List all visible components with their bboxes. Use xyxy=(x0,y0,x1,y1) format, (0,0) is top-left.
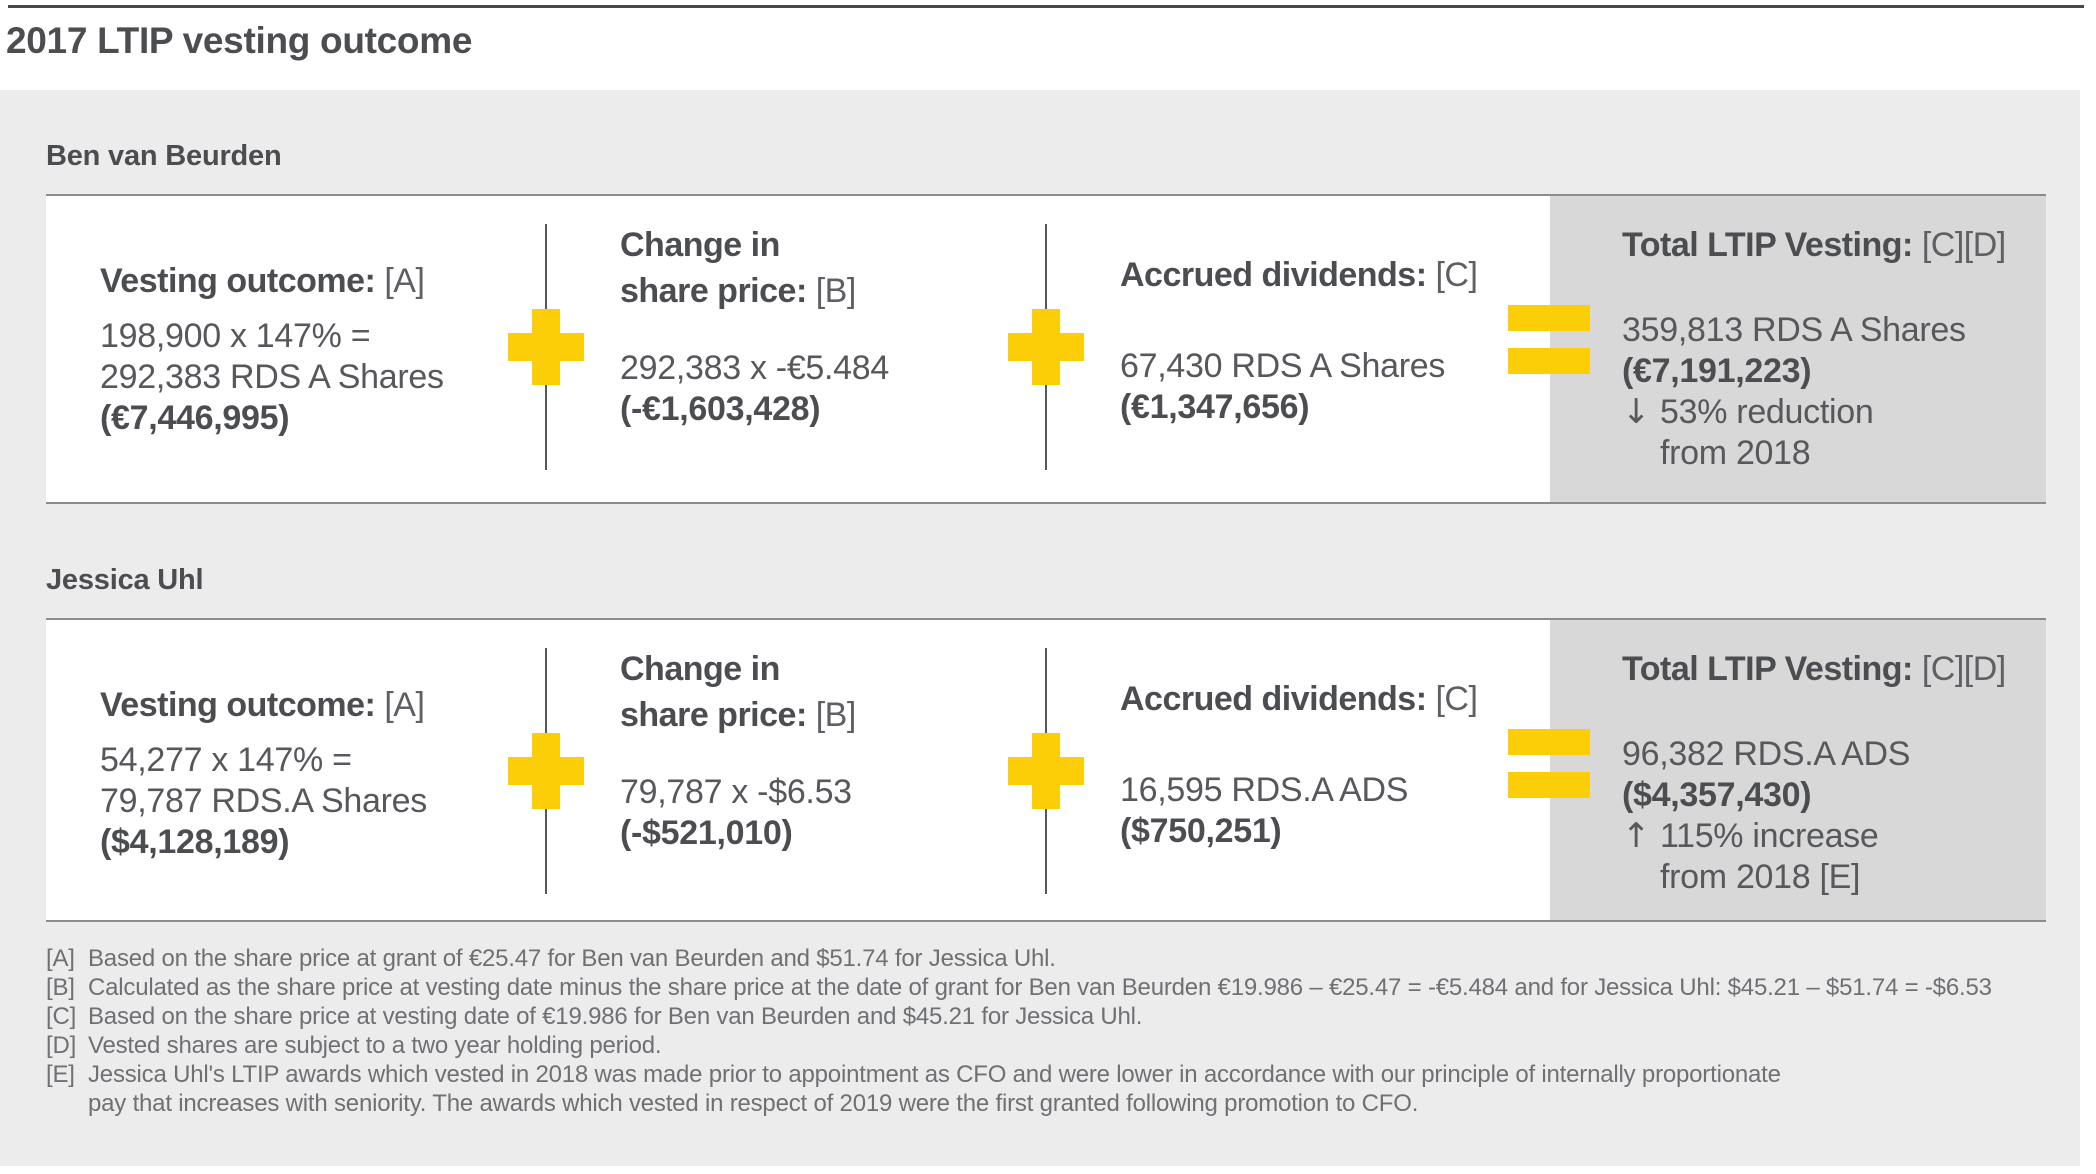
calc-line: 198,900 x 147% = xyxy=(100,317,371,355)
calc-line: 79,787 x -$6.53 xyxy=(620,773,852,811)
amount-line: (€7,446,995) xyxy=(100,399,290,437)
plus-icon xyxy=(1008,309,1084,385)
cell-body: 198,900 x 147% = 292,383 RDS A Shares (€… xyxy=(100,316,540,439)
cell-heading: Change in share price: [B] xyxy=(620,226,857,310)
cell-body: 292,383 x -€5.484 (-€1,603,428) xyxy=(620,348,1040,430)
accrued-dividends-cell: Accrued dividends: [C] 16,595 RDS.A ADS … xyxy=(1120,676,1560,852)
cell-heading: Total LTIP Vesting: [C][D] xyxy=(1622,226,2006,264)
result-line: 96,382 RDS.A ADS xyxy=(1622,735,1911,773)
total-vesting-cell: Total LTIP Vesting: [C][D] 96,382 RDS.A … xyxy=(1622,646,2036,898)
footnote-ref: [A] xyxy=(384,262,425,300)
vesting-card-ben: Vesting outcome: [A] 198,900 x 147% = 29… xyxy=(46,194,2046,504)
result-line: 79,787 RDS.A Shares xyxy=(100,782,427,820)
equals-icon xyxy=(1508,305,1590,374)
footnote-label: [E] xyxy=(46,1061,75,1088)
delta-line: ↑ 115% increase xyxy=(1622,816,2036,857)
amount-line: ($4,128,189) xyxy=(100,823,290,861)
footnote-ref: [B] xyxy=(815,272,857,310)
result-line: 16,595 RDS.A ADS xyxy=(1120,771,1409,809)
delta-continued: from 2018 xyxy=(1660,434,1811,472)
amount-line: (-€1,603,428) xyxy=(620,390,821,428)
cell-heading: Change in share price: [B] xyxy=(620,650,857,734)
amount-line: ($4,357,430) xyxy=(1622,776,1812,814)
cell-heading: Accrued dividends: [C] xyxy=(1120,256,1478,294)
cell-body: 79,787 x -$6.53 (-$521,010) xyxy=(620,772,1040,854)
up-arrow-icon: ↑ xyxy=(1622,816,1651,856)
delta-line: ↓ 53% reduction xyxy=(1622,392,2036,433)
delta-text: 53% reduction xyxy=(1660,393,1874,431)
total-panel-background xyxy=(1550,196,2046,502)
person-name-ben: Ben van Beurden xyxy=(46,140,282,172)
footnote-d: [D] Vested shares are subject to a two ye… xyxy=(46,1032,662,1059)
footnote-label: [C] xyxy=(46,1003,77,1030)
cell-body: 359,813 RDS A Shares (€7,191,223) ↓ 53% r… xyxy=(1622,310,2036,474)
footnote-ref: [C][D] xyxy=(1921,226,2006,264)
delta-text: 115% increase xyxy=(1660,817,1879,855)
footnote-ref: [B] xyxy=(815,696,857,734)
cell-heading: Vesting outcome: [A] xyxy=(100,262,425,300)
result-line: 292,383 RDS A Shares xyxy=(100,358,444,396)
total-panel-background xyxy=(1550,620,2046,920)
footnote-a: [A] Based on the share price at grant of … xyxy=(46,945,1056,972)
amount-line: (€7,191,223) xyxy=(1622,352,1812,390)
down-arrow-icon: ↓ xyxy=(1622,392,1651,432)
cell-heading: Vesting outcome: [A] xyxy=(100,686,425,724)
plus-icon xyxy=(508,733,584,809)
cell-body: 54,277 x 147% = 79,787 RDS.A Shares ($4,… xyxy=(100,740,540,863)
footnote-b: [B] Calculated as the share price at vest… xyxy=(46,974,1992,1001)
cell-heading: Accrued dividends: [C] xyxy=(1120,680,1478,718)
footnote-ref: [A] xyxy=(384,686,425,724)
cell-body: 67,430 RDS A Shares (€1,347,656) xyxy=(1120,346,1560,428)
footnote-label: [D] xyxy=(46,1032,77,1059)
total-vesting-cell: Total LTIP Vesting: [C][D] 359,813 RDS A… xyxy=(1622,222,2036,474)
footnote-e: [E] Jessica Uhl's LTIP awards which veste… xyxy=(46,1061,1781,1088)
amount-line: ($750,251) xyxy=(1120,812,1282,850)
calc-line: 292,383 x -€5.484 xyxy=(620,349,890,387)
accrued-dividends-cell: Accrued dividends: [C] 67,430 RDS A Shar… xyxy=(1120,252,1560,428)
footnote-label xyxy=(46,1089,88,1118)
plus-icon xyxy=(1008,733,1084,809)
vesting-outcome-cell: Vesting outcome: [A] 198,900 x 147% = 29… xyxy=(100,258,540,439)
cell-body: 96,382 RDS.A ADS ($4,357,430) ↑ 115% incr… xyxy=(1622,734,2036,898)
amount-line: (€1,347,656) xyxy=(1120,388,1310,426)
page-title: 2017 LTIP vesting outcome xyxy=(6,20,473,61)
result-line: 67,430 RDS A Shares xyxy=(1120,347,1446,385)
calc-line: 54,277 x 147% = xyxy=(100,741,352,779)
equals-icon xyxy=(1508,729,1590,798)
vesting-outcome-cell: Vesting outcome: [A] 54,277 x 147% = 79,… xyxy=(100,682,540,863)
amount-line: (-$521,010) xyxy=(620,814,793,852)
footnote-ref: [C] xyxy=(1435,256,1478,294)
cell-body: 16,595 RDS.A ADS ($750,251) xyxy=(1120,770,1560,852)
footnote-ref: [C][D] xyxy=(1921,650,2006,688)
plus-icon xyxy=(508,309,584,385)
footnote-label: [A] xyxy=(46,945,75,972)
footnote-label: [B] xyxy=(46,974,75,1001)
vesting-card-jessica: Vesting outcome: [A] 54,277 x 147% = 79,… xyxy=(46,618,2046,922)
share-price-change-cell: Change in share price: [B] 292,383 x -€5… xyxy=(620,222,1040,430)
footnote-ref: [C] xyxy=(1435,680,1478,718)
footnotes: [A] Based on the share price at grant of … xyxy=(46,944,1992,1118)
result-line: 359,813 RDS A Shares xyxy=(1622,311,1966,349)
footnote-e-continued: pay that increases with seniority. The a… xyxy=(46,1089,1992,1118)
person-name-jessica: Jessica Uhl xyxy=(46,564,204,596)
share-price-change-cell: Change in share price: [B] 79,787 x -$6.… xyxy=(620,646,1040,854)
top-divider-rule xyxy=(8,5,2084,8)
cell-heading: Total LTIP Vesting: [C][D] xyxy=(1622,650,2006,688)
delta-continued: from 2018 [E] xyxy=(1660,858,1861,896)
footnote-c: [C] Based on the share price at vesting d… xyxy=(46,1003,1143,1030)
